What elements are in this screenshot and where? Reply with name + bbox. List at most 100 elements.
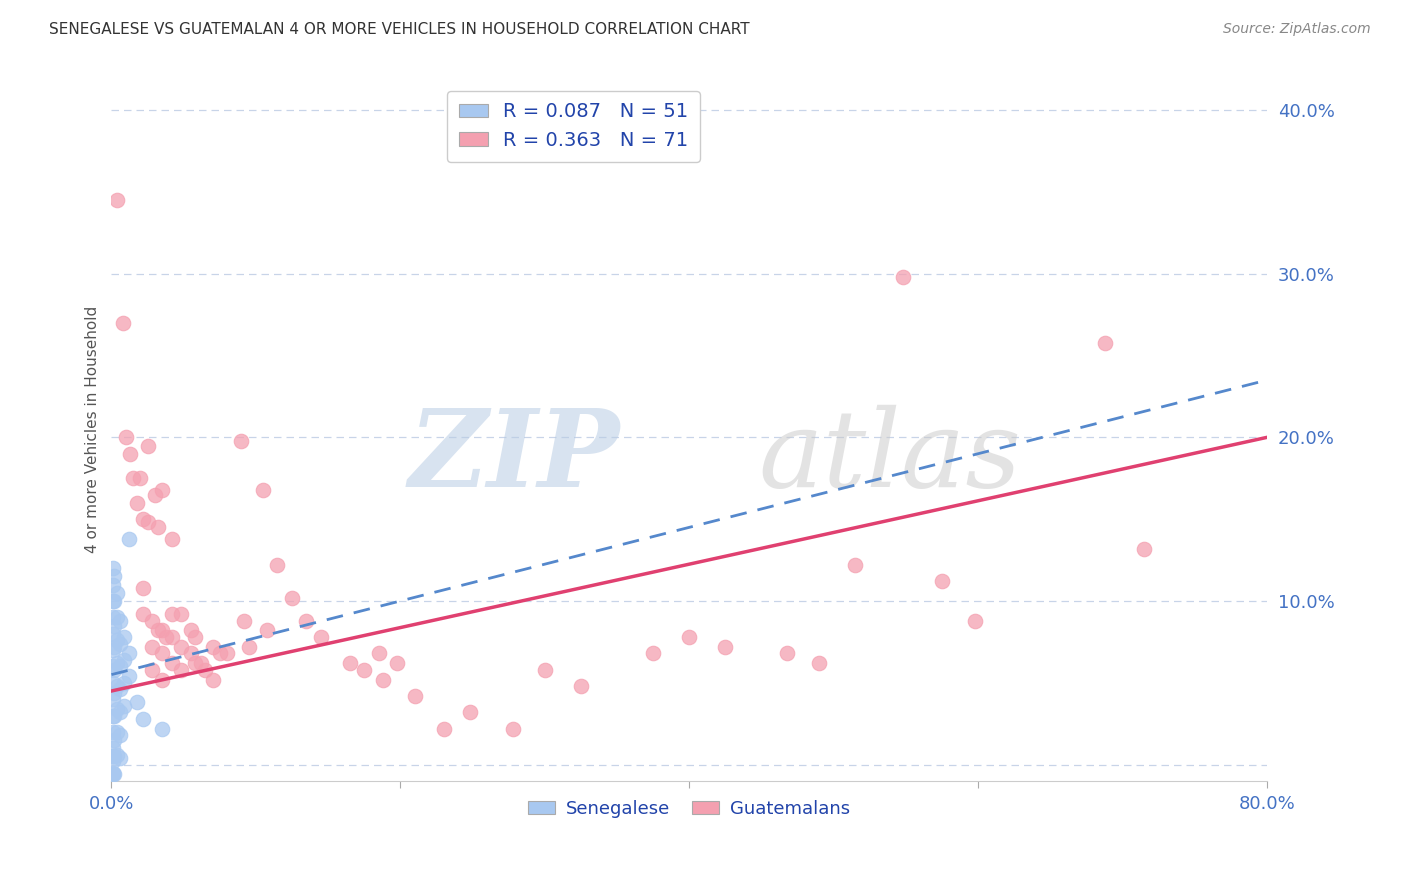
Point — [150, 722, 173, 736]
Point — [108, 614, 131, 628]
Point — [132, 607, 155, 621]
Point — [105, 725, 128, 739]
Point — [150, 673, 173, 687]
Point — [231, 434, 253, 448]
Point — [105, 679, 128, 693]
Point — [105, 656, 128, 670]
Point — [180, 646, 202, 660]
Point — [238, 640, 260, 654]
Point — [141, 614, 163, 628]
Point — [180, 624, 202, 638]
Point — [103, 767, 125, 781]
Point — [101, 626, 124, 640]
Point — [184, 630, 207, 644]
Point — [108, 706, 131, 720]
Point — [233, 614, 256, 628]
Point — [103, 749, 125, 764]
Point — [252, 483, 274, 497]
Point — [266, 558, 288, 572]
Point — [190, 656, 212, 670]
Point — [108, 728, 131, 742]
Point — [150, 483, 173, 497]
Point — [105, 747, 128, 762]
Point — [101, 755, 124, 769]
Point — [808, 656, 831, 670]
Point — [184, 656, 207, 670]
Point — [101, 725, 124, 739]
Point — [103, 708, 125, 723]
Point — [136, 439, 159, 453]
Point — [120, 447, 142, 461]
Point — [160, 607, 183, 621]
Point — [891, 270, 914, 285]
Point — [103, 594, 125, 608]
Point — [353, 663, 375, 677]
Point — [108, 751, 131, 765]
Point — [387, 656, 409, 670]
Point — [101, 708, 124, 723]
Point — [404, 689, 426, 703]
Point — [105, 193, 128, 207]
Point — [533, 663, 555, 677]
Point — [776, 646, 799, 660]
Point — [170, 663, 193, 677]
Point — [101, 561, 124, 575]
Point — [146, 624, 169, 638]
Point — [150, 646, 173, 660]
Point — [132, 581, 155, 595]
Point — [141, 663, 163, 677]
Point — [127, 496, 149, 510]
Point — [458, 706, 481, 720]
Point — [160, 532, 183, 546]
Point — [714, 640, 737, 654]
Point — [103, 686, 125, 700]
Point — [108, 659, 131, 673]
Point — [118, 669, 141, 683]
Point — [170, 640, 193, 654]
Point — [844, 558, 866, 572]
Point — [105, 633, 128, 648]
Point — [105, 586, 128, 600]
Point — [103, 663, 125, 677]
Point — [101, 643, 124, 657]
Point — [132, 512, 155, 526]
Point — [256, 624, 278, 638]
Point — [101, 692, 124, 706]
Point — [108, 682, 131, 697]
Point — [502, 722, 524, 736]
Point — [108, 636, 131, 650]
Point — [963, 614, 986, 628]
Point — [103, 640, 125, 654]
Point — [678, 630, 700, 644]
Point — [101, 767, 124, 781]
Point — [281, 591, 304, 605]
Point — [103, 618, 125, 632]
Point — [112, 698, 135, 713]
Point — [129, 471, 152, 485]
Point — [641, 646, 664, 660]
Text: Source: ZipAtlas.com: Source: ZipAtlas.com — [1223, 22, 1371, 37]
Point — [146, 520, 169, 534]
Point — [295, 614, 318, 628]
Point — [101, 749, 124, 764]
Point — [136, 516, 159, 530]
Point — [118, 646, 141, 660]
Point — [127, 696, 149, 710]
Y-axis label: 4 or more Vehicles in Household: 4 or more Vehicles in Household — [86, 306, 100, 553]
Point — [112, 630, 135, 644]
Point — [432, 722, 454, 736]
Point — [101, 741, 124, 756]
Point — [215, 646, 238, 660]
Point — [1133, 541, 1156, 556]
Point — [115, 430, 138, 444]
Point — [201, 673, 224, 687]
Point — [111, 316, 134, 330]
Legend: Senegalese, Guatemalans: Senegalese, Guatemalans — [522, 792, 858, 825]
Point — [101, 659, 124, 673]
Point — [309, 630, 332, 644]
Point — [112, 653, 135, 667]
Point — [201, 640, 224, 654]
Point — [105, 702, 128, 716]
Point — [122, 471, 145, 485]
Text: atlas: atlas — [758, 405, 1021, 510]
